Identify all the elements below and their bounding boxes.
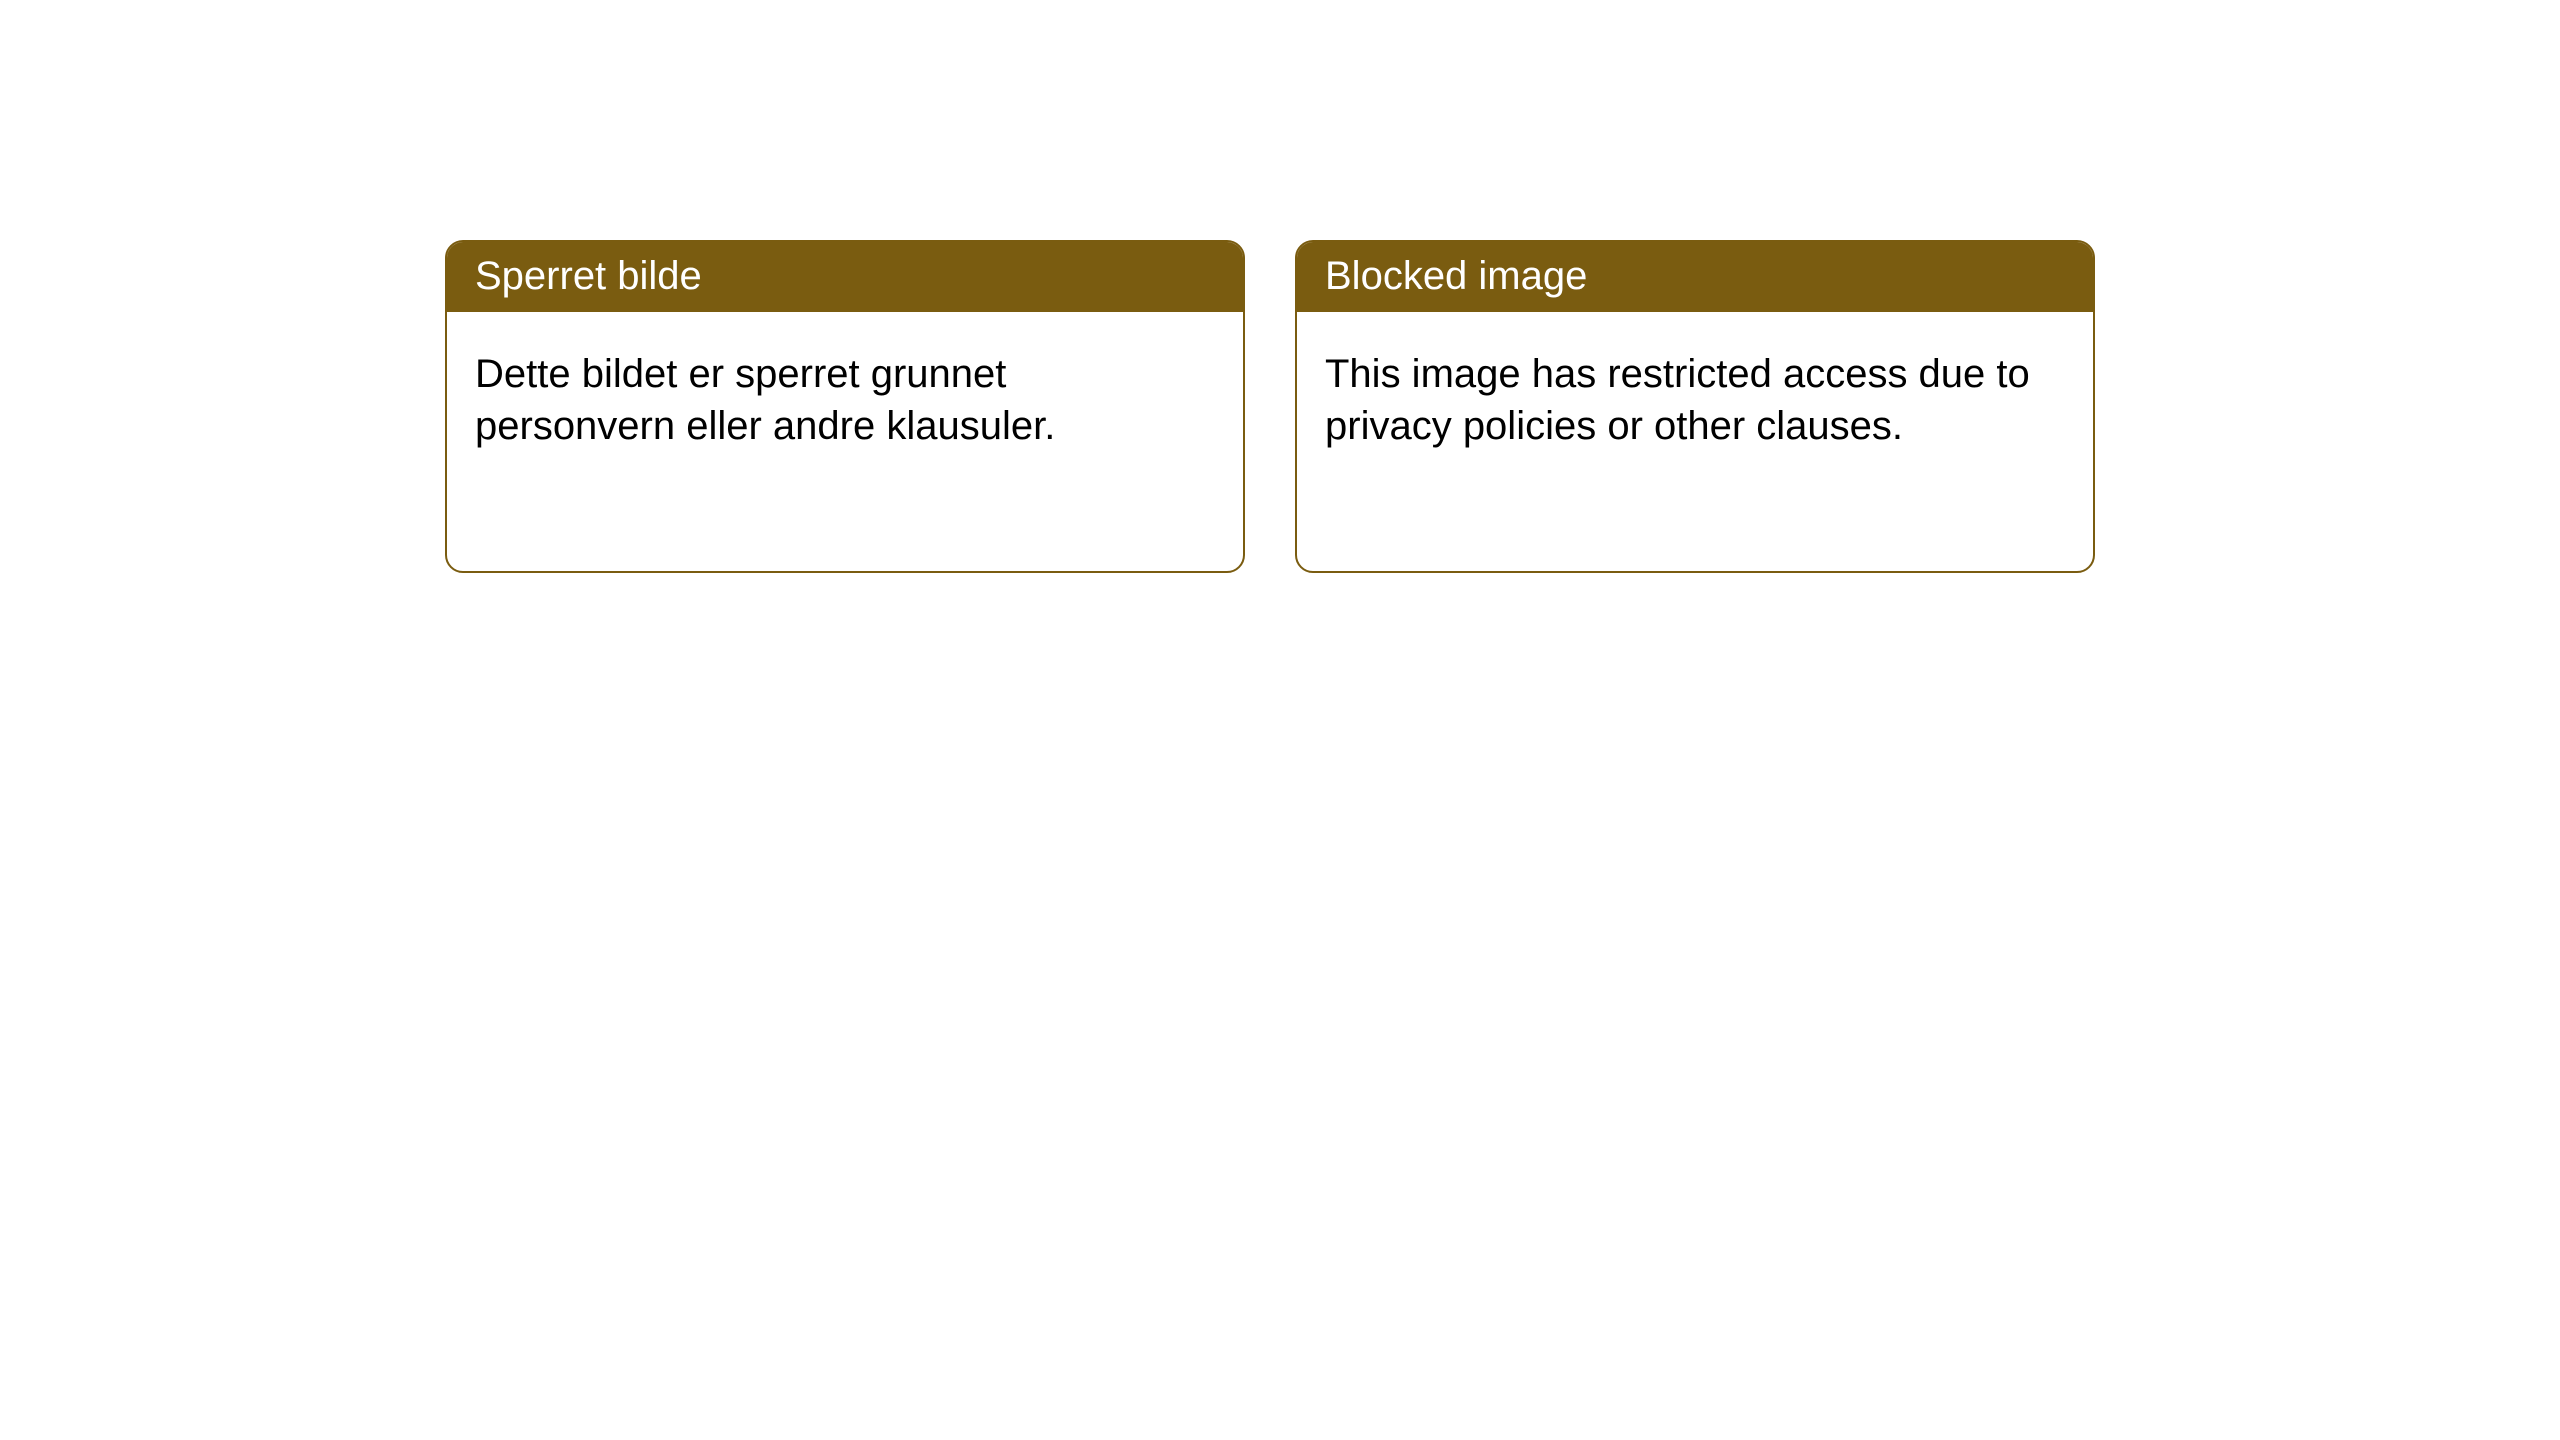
notice-title: Blocked image (1325, 254, 1587, 298)
notice-card-header: Blocked image (1297, 242, 2093, 312)
notice-card-body: This image has restricted access due to … (1297, 312, 2093, 488)
notice-card-body: Dette bildet er sperret grunnet personve… (447, 312, 1243, 488)
notice-card-english: Blocked image This image has restricted … (1295, 240, 2095, 573)
notice-card-norwegian: Sperret bilde Dette bildet er sperret gr… (445, 240, 1245, 573)
notice-body-text: This image has restricted access due to … (1325, 352, 2030, 448)
notice-container: Sperret bilde Dette bildet er sperret gr… (0, 0, 2560, 573)
notice-body-text: Dette bildet er sperret grunnet personve… (475, 352, 1055, 448)
notice-title: Sperret bilde (475, 254, 702, 298)
notice-card-header: Sperret bilde (447, 242, 1243, 312)
